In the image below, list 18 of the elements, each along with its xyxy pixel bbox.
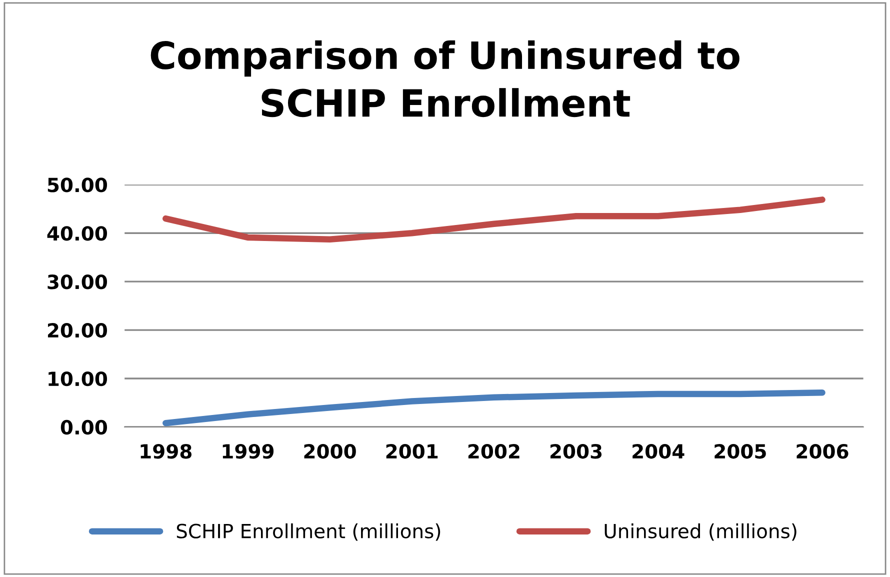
x-tick-label: 2006	[796, 444, 848, 459]
legend-label: SCHIP Enrollment (millions)	[176, 523, 440, 541]
chart-title: Comparison of Uninsured to SCHIP Enrollment	[150, 40, 740, 118]
y-tick-label: 50.00	[48, 178, 108, 192]
x-tick-label: 1998	[140, 444, 192, 459]
y-tick-label: 30.00	[48, 274, 108, 290]
x-tick-label: 1999	[222, 444, 274, 459]
x-tick-label: 2001	[386, 444, 438, 459]
legend-label: Uninsured (millions)	[604, 523, 796, 541]
x-tick-label: 2002	[468, 444, 520, 459]
x-tick-label: 2004	[632, 444, 684, 459]
y-tick-label: 20.00	[48, 323, 108, 338]
x-tick-label: 2000	[304, 444, 356, 459]
y-tick-label: 10.00	[48, 371, 108, 386]
y-tick-label: 0.00	[60, 420, 108, 435]
y-tick-label: 40.00	[47, 226, 108, 241]
x-tick-label: 2005	[714, 444, 766, 459]
x-tick-label: 2003	[550, 444, 602, 459]
